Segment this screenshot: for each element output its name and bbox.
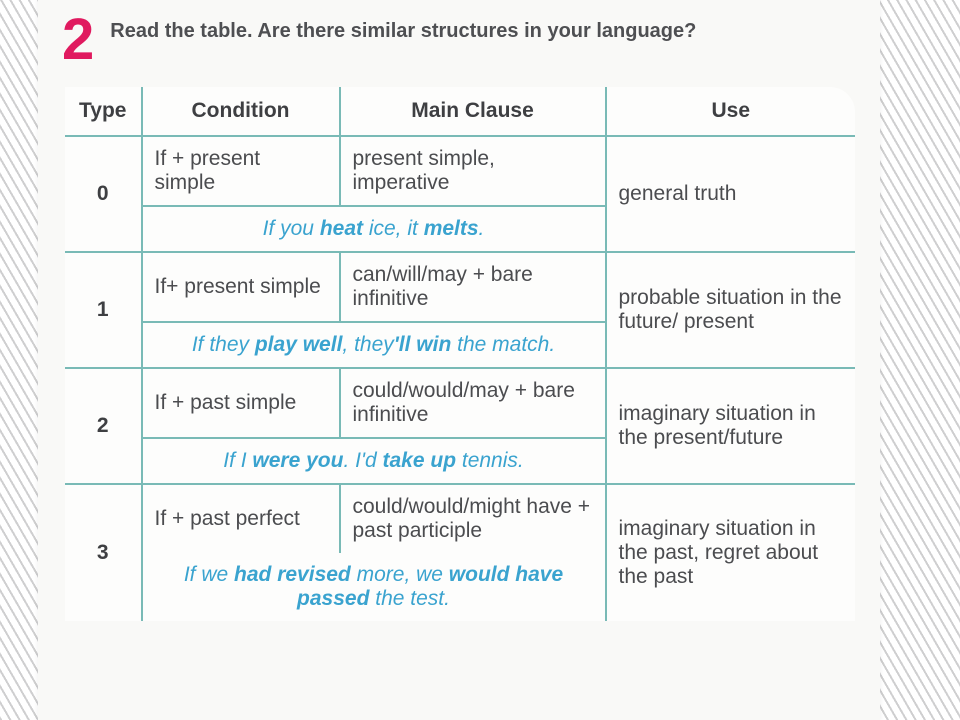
ex-em: play well <box>255 333 343 356</box>
cell-cond-1: If+ present simple <box>142 252 340 322</box>
conditionals-table: Type Condition Main Clause Use 0 If + pr… <box>62 84 858 624</box>
ex-text: . <box>479 217 485 240</box>
table-row: 1 If+ present simple can/will/may + bare… <box>64 252 857 322</box>
ex-text: If you <box>263 217 320 240</box>
ex-em: melts <box>424 217 479 240</box>
example-2: If I were you. I'd take up tennis. <box>142 438 606 484</box>
example-3: If we had revised more, we would have pa… <box>142 553 606 623</box>
ex-text: . I'd <box>343 449 382 472</box>
ex-em: heat <box>320 217 363 240</box>
ex-text: the match. <box>451 333 555 356</box>
ex-text: more, we <box>351 563 449 586</box>
cell-main-2: could/would/may + bare infinitive <box>340 368 606 438</box>
cell-type-1: 1 <box>64 252 142 368</box>
table-row: 3 If + past perfect could/would/might ha… <box>64 484 857 553</box>
ex-text: the test. <box>369 587 450 610</box>
cell-main-0: present simple, imperative <box>340 136 606 206</box>
cell-use-0: general truth <box>606 136 857 252</box>
ex-em: were you <box>252 449 343 472</box>
ex-text: If I <box>223 449 252 472</box>
ex-text: ice, it <box>363 217 424 240</box>
table-row: 2 If + past simple could/would/may + bar… <box>64 368 857 438</box>
cell-use-1: probable situation in the future/ presen… <box>606 252 857 368</box>
example-1: If they play well, they'll win the match… <box>142 322 606 368</box>
ex-text: If they <box>192 333 255 356</box>
th-main-clause: Main Clause <box>340 86 606 137</box>
table-header-row: Type Condition Main Clause Use <box>64 86 857 137</box>
cell-type-3: 3 <box>64 484 142 623</box>
ex-text: , they <box>342 333 393 356</box>
exercise-number: 2 <box>62 14 92 66</box>
table-row: 0 If + present simple present simple, im… <box>64 136 857 206</box>
cell-main-3: could/would/might have + past participle <box>340 484 606 553</box>
cell-type-0: 0 <box>64 136 142 252</box>
cell-main-1: can/will/may + bare infinitive <box>340 252 606 322</box>
ex-em: take up <box>383 449 457 472</box>
exercise-header: 2 Read the table. Are there similar stru… <box>62 14 858 66</box>
cell-use-2: imaginary situation in the present/futur… <box>606 368 857 484</box>
th-condition: Condition <box>142 86 340 137</box>
th-use: Use <box>606 86 857 137</box>
ex-em: 'll win <box>394 333 452 356</box>
ex-text: If we <box>184 563 234 586</box>
th-type: Type <box>64 86 142 137</box>
page-card: 2 Read the table. Are there similar stru… <box>38 0 880 720</box>
cell-use-3: imaginary situation in the past, regret … <box>606 484 857 623</box>
cell-cond-2: If + past simple <box>142 368 340 438</box>
example-0: If you heat ice, it melts. <box>142 206 606 252</box>
cell-cond-3: If + past perfect <box>142 484 340 553</box>
cell-type-2: 2 <box>64 368 142 484</box>
ex-text: tennis. <box>456 449 524 472</box>
exercise-instruction: Read the table. Are there similar struct… <box>110 14 696 43</box>
cell-cond-0: If + present simple <box>142 136 340 206</box>
ex-em: had revised <box>234 563 351 586</box>
